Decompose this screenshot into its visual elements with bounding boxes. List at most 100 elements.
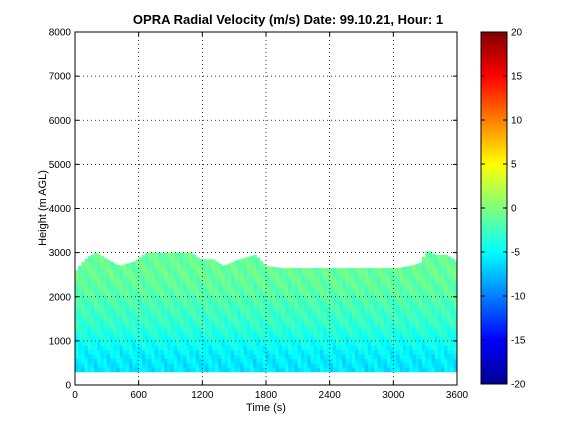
heatmap-cell [364,323,369,329]
heatmap-cell [84,358,89,364]
heatmap-cell [326,354,331,360]
heatmap-cell [425,274,429,280]
heatmap-cell [383,314,388,320]
heatmap-cell [97,354,101,360]
heatmap-cell [129,292,133,298]
heatmap-cell [310,270,315,276]
heatmap-cell [323,336,327,342]
heatmap-cell [418,287,423,293]
heatmap-cell [377,270,382,276]
heatmap-cell [113,279,117,285]
heatmap-cell [224,314,229,320]
heatmap-cell [361,323,366,329]
heatmap-cell [390,270,394,276]
heatmap-cell [234,301,238,307]
heatmap-cell [272,279,277,285]
heatmap-cell [100,349,105,355]
heatmap-cell [329,332,334,337]
heatmap-cell [160,252,165,258]
heatmap-cell [418,367,423,373]
heatmap-cell [237,301,242,307]
heatmap-cell [132,327,136,333]
heatmap-cell [453,349,457,355]
heatmap-cell [122,279,127,285]
heatmap-cell [135,309,140,315]
heatmap-cell [361,292,366,298]
heatmap-cell [234,327,238,333]
heatmap-cell [157,323,162,329]
heatmap-cell [116,323,121,329]
heatmap-cell [399,336,404,342]
heatmap-cell [129,265,133,271]
heatmap-cell [355,336,359,342]
heatmap-cell [176,265,181,271]
heatmap-cell [250,332,254,337]
heatmap-cell [291,358,296,364]
heatmap-cell [355,268,359,271]
heatmap-cell [421,340,426,346]
heatmap-cell [125,263,130,267]
heatmap-cell [227,345,232,351]
heatmap-cell [160,283,165,289]
heatmap-cell [183,270,187,276]
heatmap-cell [218,279,222,285]
heatmap-cell [291,274,296,280]
heatmap-cell [125,274,130,280]
heatmap-cell [164,327,168,333]
heatmap-cell [329,309,334,315]
heatmap-cell [186,349,191,355]
heatmap-cell [211,270,216,276]
heatmap-cell [358,274,362,280]
heatmap-cell [313,305,318,311]
heatmap-cell [336,327,340,333]
heatmap-cell [320,309,324,315]
colorbar-tick-label: 10 [511,116,523,127]
heatmap-cell [380,268,385,271]
heatmap-cell [208,354,213,360]
heatmap-cell [393,367,398,373]
heatmap-cell [138,323,143,329]
heatmap-cell [358,296,362,302]
heatmap-cell [116,292,121,298]
heatmap-cell [221,265,226,267]
heatmap-cell [291,292,296,298]
heatmap-cell [297,332,302,337]
heatmap-cell [202,279,207,285]
heatmap-cell [106,336,111,342]
heatmap-cell [246,257,251,262]
heatmap-cell [148,354,152,360]
heatmap-cell [393,345,398,351]
heatmap-cell [415,318,420,324]
heatmap-cell [208,296,213,302]
heatmap-cell [173,354,178,360]
heatmap-cell [307,358,312,364]
heatmap-cell [141,301,146,307]
heatmap-cell [110,349,114,355]
heatmap-cell [374,354,378,360]
heatmap-cell [291,340,296,346]
heatmap-cell [195,358,200,364]
heatmap-cell [224,305,229,311]
heatmap-cell [211,340,216,346]
heatmap-cell [297,296,302,302]
heatmap-cell [393,354,398,360]
heatmap-cell [129,279,133,285]
heatmap-cell [323,367,327,373]
heatmap-cell [441,279,445,285]
heatmap-cell [323,358,327,364]
heatmap-cell [116,283,121,289]
heatmap-cell [199,259,203,262]
heatmap-cell [176,314,181,320]
heatmap-cell [348,274,353,280]
heatmap-cell [186,336,191,342]
heatmap-cell [259,314,264,320]
heatmap-cell [170,305,175,311]
heatmap-cell [380,345,385,351]
heatmap-cell [84,354,89,360]
heatmap-cell [195,318,200,324]
heatmap-cell [234,260,238,262]
heatmap-cell [269,318,273,324]
heatmap-cell [151,340,156,346]
heatmap-cell [396,340,401,346]
heatmap-cell [278,301,283,307]
